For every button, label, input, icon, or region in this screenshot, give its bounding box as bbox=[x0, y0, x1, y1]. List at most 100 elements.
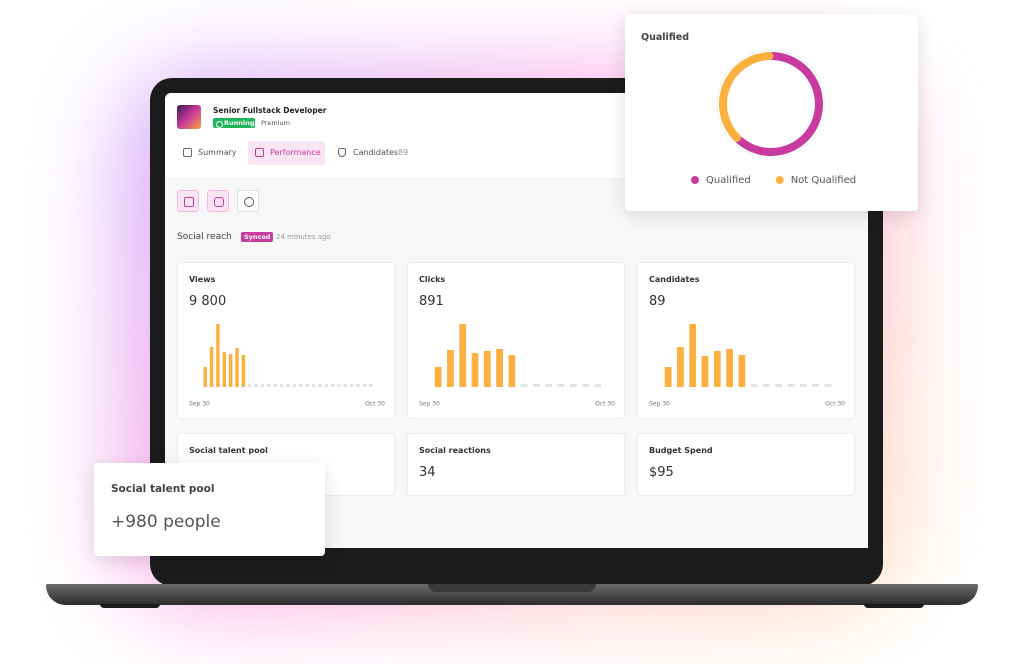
empty-day bbox=[305, 384, 309, 387]
tab-icon bbox=[255, 148, 264, 157]
laptop-base bbox=[46, 584, 978, 605]
bar bbox=[459, 324, 467, 387]
bar bbox=[471, 353, 479, 387]
empty-day bbox=[582, 384, 589, 387]
bar-chart: Sep 30 Oct 30 bbox=[189, 324, 385, 408]
bar bbox=[689, 324, 697, 387]
empty-day bbox=[763, 384, 770, 387]
metric-card: Views 9 800 Sep 30 Oct 30 bbox=[177, 262, 395, 419]
x-tick-label: Oct 30 bbox=[595, 401, 615, 408]
card-value: 891 bbox=[419, 294, 444, 309]
avatar bbox=[177, 105, 201, 129]
bar bbox=[664, 367, 672, 387]
popup-title: Social talent pool bbox=[111, 483, 215, 495]
stat-card: Budget Spend $95 bbox=[637, 433, 855, 496]
empty-day bbox=[343, 384, 348, 387]
bar bbox=[447, 350, 454, 387]
stat-card: Social reactions 34 bbox=[407, 433, 625, 496]
empty-day bbox=[337, 384, 341, 387]
bar bbox=[209, 347, 214, 387]
popup-value: +980 people bbox=[111, 512, 221, 532]
empty-day bbox=[298, 384, 303, 387]
legend-label: Not Qualified bbox=[791, 175, 856, 186]
bar bbox=[738, 355, 746, 387]
card-title: Budget Spend bbox=[649, 446, 713, 455]
icon bbox=[184, 197, 194, 207]
bar bbox=[508, 355, 516, 387]
empty-day bbox=[273, 384, 278, 387]
qualified-popup: Qualified Qualified Not Qualified bbox=[625, 14, 918, 211]
bar bbox=[701, 356, 709, 387]
empty-day bbox=[594, 384, 602, 387]
x-tick-label: Oct 30 bbox=[365, 401, 385, 408]
popup-title: Qualified bbox=[641, 32, 690, 43]
card-value: 89 bbox=[649, 294, 666, 309]
empty-day bbox=[292, 384, 297, 387]
empty-day bbox=[356, 384, 360, 387]
empty-day bbox=[557, 384, 565, 387]
empty-day bbox=[279, 384, 284, 387]
empty-day bbox=[369, 384, 373, 387]
donut-segment bbox=[719, 52, 774, 142]
status-badge: Running bbox=[213, 118, 255, 128]
x-tick-label: Sep 30 bbox=[189, 401, 210, 408]
laptop-foot bbox=[100, 604, 160, 608]
icon-button[interactable] bbox=[207, 190, 229, 212]
card-title: Views bbox=[189, 275, 216, 284]
talent-popup: Social talent pool +980 people bbox=[94, 463, 325, 556]
card-title: Social reactions bbox=[419, 446, 491, 455]
icon bbox=[214, 197, 224, 207]
timestamp: 24 minutes ago bbox=[276, 233, 331, 241]
empty-day bbox=[775, 384, 783, 387]
bar bbox=[222, 352, 227, 387]
empty-day bbox=[324, 384, 328, 387]
donut-chart: Qualified Not Qualified bbox=[691, 49, 856, 186]
metric-card: Clicks 891 Sep 30 Oct 30 bbox=[407, 262, 625, 419]
empty-day bbox=[569, 384, 577, 387]
status-icon bbox=[216, 120, 223, 128]
empty-day bbox=[260, 384, 265, 387]
empty-day bbox=[330, 384, 335, 387]
bar bbox=[228, 354, 233, 387]
card-value: 34 bbox=[419, 465, 436, 480]
bar bbox=[726, 349, 733, 387]
x-tick-label: Sep 30 bbox=[419, 401, 440, 408]
bar bbox=[496, 349, 503, 387]
tab[interactable]: Summary bbox=[198, 148, 237, 157]
donut-track bbox=[716, 49, 826, 159]
job-title: Senior Fullstack Developer bbox=[213, 106, 327, 115]
empty-day bbox=[533, 384, 540, 387]
status: Running bbox=[224, 119, 255, 127]
empty-day bbox=[349, 384, 354, 387]
icon-button[interactable] bbox=[177, 190, 199, 212]
tab-count: 89 bbox=[398, 148, 409, 157]
empty-day bbox=[787, 384, 795, 387]
bar-chart: Sep 30 Oct 30 bbox=[419, 324, 615, 408]
card-title: Candidates bbox=[649, 275, 700, 284]
tab-icon bbox=[338, 148, 346, 157]
legend-dot bbox=[775, 176, 784, 184]
tab-active-bg bbox=[248, 141, 325, 165]
card-value: 9 800 bbox=[189, 294, 227, 309]
bar bbox=[434, 367, 442, 387]
empty-day bbox=[318, 384, 322, 387]
bar bbox=[241, 355, 246, 387]
card-title: Clicks bbox=[419, 275, 446, 284]
empty-day bbox=[286, 384, 290, 387]
laptop-notch bbox=[428, 584, 596, 592]
empty-day bbox=[311, 384, 316, 387]
empty-day bbox=[750, 384, 758, 387]
bar bbox=[483, 351, 491, 387]
bar bbox=[235, 348, 239, 387]
empty-day bbox=[254, 384, 258, 387]
empty-day bbox=[824, 384, 832, 387]
tab[interactable]: Candidates bbox=[353, 148, 399, 157]
empty-day bbox=[267, 384, 271, 387]
icon-button[interactable] bbox=[237, 190, 259, 212]
tab[interactable]: Performance bbox=[270, 148, 321, 157]
empty-day bbox=[362, 384, 367, 387]
synced-badge: Synced bbox=[241, 232, 274, 242]
empty-day bbox=[799, 384, 807, 387]
bar bbox=[203, 367, 207, 387]
